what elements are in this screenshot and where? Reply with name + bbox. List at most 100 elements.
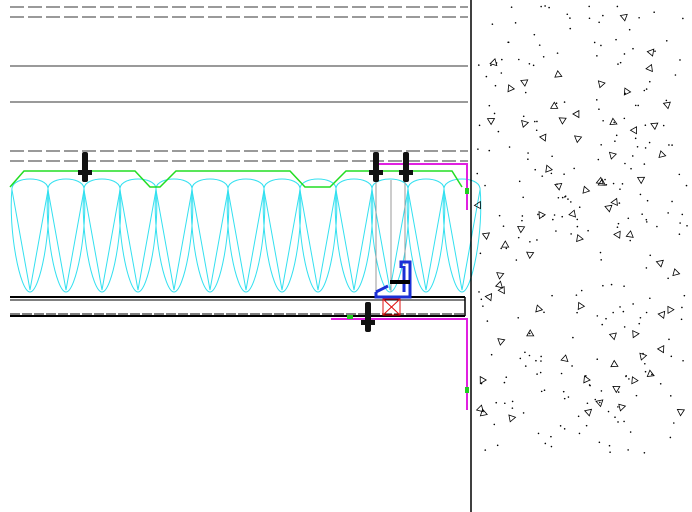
aggregate-dot	[550, 435, 552, 438]
aggregate-dot	[491, 23, 494, 25]
aggregate-dot	[645, 311, 648, 314]
aggregate-triangle	[676, 409, 686, 417]
aggregate-dot	[627, 217, 630, 220]
aggregate-dot	[593, 41, 596, 44]
insulation-zig	[47, 189, 85, 291]
aggregate-dot	[632, 47, 634, 50]
aggregate-dot	[619, 61, 622, 64]
aggregate-triangle	[625, 230, 634, 238]
screw-washer	[78, 170, 92, 175]
aggregate-dot	[681, 306, 683, 309]
aggregate-dot	[524, 91, 527, 94]
aggregate-dot	[563, 428, 566, 430]
aggregate-dot	[571, 365, 573, 367]
aggregate-dot	[540, 360, 542, 362]
aggregate-dot	[484, 184, 486, 187]
aggregate-dot	[510, 6, 513, 8]
aggregate-dot	[598, 401, 601, 404]
aggregate-triangle	[517, 225, 526, 234]
insulation-loop	[334, 178, 374, 293]
aggregate-dot	[577, 415, 580, 418]
aggregate-dot	[543, 311, 545, 314]
aggregate-triangle	[572, 109, 580, 119]
aggregate-dot	[668, 144, 670, 146]
aggregate-dot	[623, 285, 625, 287]
aggregate-dot	[524, 365, 527, 367]
aggregate-dot	[542, 55, 545, 58]
aggregate-dot	[498, 214, 501, 217]
insulation-loop	[10, 178, 50, 293]
aggregate-dot	[500, 247, 502, 250]
aggregate-dot	[479, 252, 482, 255]
aggregate-dot	[612, 182, 615, 185]
aggregate-dot	[507, 41, 509, 44]
aggregate-dot	[645, 221, 648, 223]
aggregate-dot	[548, 6, 550, 9]
aggregate-dot	[598, 441, 601, 444]
aggregate-dot	[588, 17, 591, 20]
aggregate-dot	[598, 108, 600, 110]
aggregate-triangle	[576, 233, 584, 243]
insulation-zig	[11, 189, 49, 291]
aggregate-dot	[682, 17, 684, 20]
aggregate-dot	[685, 184, 688, 187]
aggregate-dot	[540, 5, 542, 8]
aggregate-triangle	[526, 329, 535, 337]
aggregate-dot	[511, 407, 514, 409]
aggregate-triangle	[554, 183, 563, 191]
aggregate-dot	[490, 353, 493, 356]
aggregate-dot	[648, 80, 651, 83]
aggregate-triangle	[486, 118, 496, 126]
aggregate-dot	[511, 400, 514, 403]
aggregate-dot	[634, 104, 637, 107]
sealant-bead	[347, 315, 353, 319]
insulation-zig	[263, 189, 301, 291]
aggregate-dot	[644, 124, 647, 127]
aggregate-dot	[576, 218, 579, 221]
aggregate-dot	[600, 390, 603, 392]
aggregate-dot	[555, 230, 557, 232]
aggregate-triangle	[608, 151, 617, 160]
aggregate-dot	[594, 398, 597, 401]
aggregate-dot	[586, 402, 589, 405]
aggregate-dot	[648, 141, 651, 144]
aggregate-dot	[480, 298, 483, 301]
aggregate-dot	[518, 180, 521, 183]
aggregate-dot	[602, 119, 604, 122]
aggregate-dot	[615, 134, 618, 137]
aggregate-dot	[533, 120, 536, 123]
insulation-loop	[154, 178, 194, 293]
aggregate-dot	[561, 215, 564, 218]
aggregate-triangle	[484, 293, 493, 302]
aggregate-dot	[615, 38, 617, 41]
aggregate-dot	[560, 372, 563, 375]
aggregate-dot	[683, 294, 686, 297]
aggregate-triangle	[479, 375, 487, 385]
aggregate-dot	[552, 218, 554, 221]
insulation-zig	[371, 189, 409, 291]
aggregate-dot	[559, 425, 562, 427]
aggregate-triangle	[595, 176, 604, 185]
aggregate-dot	[643, 89, 646, 92]
insulation-zig	[119, 189, 157, 291]
aggregate-dot	[653, 11, 655, 14]
insulation-zig	[299, 189, 337, 291]
aggregate-dot	[536, 373, 538, 375]
aggregate-dot	[508, 146, 511, 148]
aggregate-dot	[649, 297, 651, 300]
aggregate-dot	[618, 202, 621, 204]
aggregate-triangle	[494, 280, 503, 289]
aggregate-triangle	[538, 211, 547, 220]
insulation-loop	[406, 178, 446, 293]
aggregate-dot	[543, 389, 546, 392]
aggregate-dot	[553, 214, 556, 216]
aggregate-dot	[639, 316, 642, 319]
aggregate-dot	[680, 318, 683, 321]
aggregate-dot	[578, 432, 581, 435]
aggregate-dot	[627, 449, 629, 451]
aggregate-triangle	[672, 268, 681, 277]
aggregate-dot	[527, 158, 529, 160]
aggregate-triangle	[639, 352, 648, 361]
aggregate-dot	[616, 5, 619, 8]
aggregate-triangle	[497, 338, 506, 346]
